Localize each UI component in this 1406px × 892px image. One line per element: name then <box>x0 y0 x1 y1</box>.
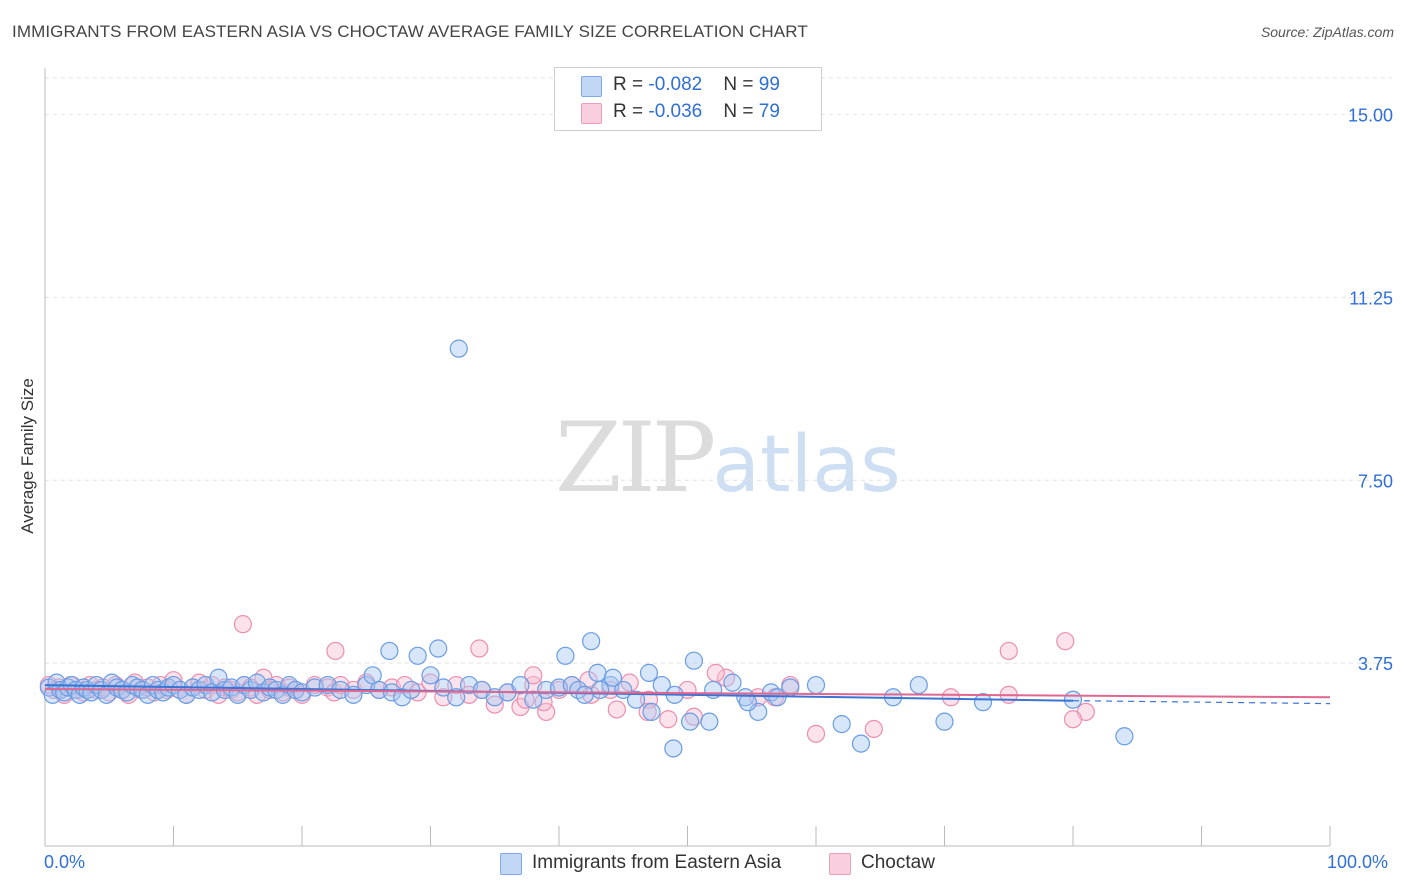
eastern-asia-point <box>806 675 826 695</box>
choctaw-point <box>233 615 252 634</box>
eastern-asia-point <box>447 688 466 707</box>
legend-r-value: -0.036 <box>648 101 703 122</box>
eastern-asia-point <box>832 714 851 734</box>
x-tick-label-max: 100.0% <box>1327 852 1389 872</box>
legend-swatch-pink <box>581 103 602 124</box>
choctaw-point <box>620 673 639 692</box>
watermark-zip: ZIP <box>555 402 716 514</box>
chart-title: IMMIGRANTS FROM EASTERN ASIA VS CHOCTAW … <box>12 22 808 41</box>
legend-n-label: N = <box>723 74 759 95</box>
legend-n-label: N = <box>723 101 759 122</box>
choctaw-point <box>941 688 961 707</box>
eastern-asia-point <box>382 683 402 702</box>
eastern-asia-point <box>588 663 607 682</box>
eastern-asia-point <box>851 734 871 753</box>
legend-swatch-blue <box>581 76 602 97</box>
eastern-asia-point <box>556 646 575 665</box>
eastern-asia-point <box>429 639 448 658</box>
legend-n-value: 99 <box>758 74 780 95</box>
choctaw-point <box>638 702 657 722</box>
eastern-asia-point <box>639 663 659 682</box>
choctaw-point <box>659 710 678 729</box>
bottom-legend-label: Choctaw <box>861 852 935 873</box>
eastern-asia-trendline-extension <box>1072 700 1331 705</box>
choctaw-point <box>706 663 725 682</box>
choctaw-point <box>607 700 626 719</box>
eastern-asia-point <box>575 685 594 704</box>
watermark: ZIPatlas <box>555 402 901 514</box>
eastern-asia-point <box>935 712 954 731</box>
choctaw-point <box>1063 710 1083 729</box>
eastern-asia-point <box>626 690 646 709</box>
legend-r-label: R = <box>613 101 649 122</box>
eastern-asia-point <box>591 680 610 700</box>
y-axis-label: Average Family Size <box>18 378 37 534</box>
correlation-legend: R = -0.082 N = 99 R = -0.036 N = 79 <box>554 67 822 131</box>
choctaw-trendline <box>44 687 1331 699</box>
choctaw-point <box>1056 632 1075 651</box>
legend-r-value: -0.082 <box>648 74 703 95</box>
eastern-asia-point <box>642 702 661 722</box>
eastern-asia-point <box>582 632 601 651</box>
choctaw-point <box>806 724 826 743</box>
bottom-legend-swatch-pink <box>829 853 851 875</box>
eastern-asia-point <box>380 641 399 661</box>
choctaw-point <box>864 719 883 739</box>
legend-n-value: 79 <box>758 101 780 122</box>
eastern-asia-point <box>664 739 683 758</box>
eastern-asia-point <box>723 673 742 692</box>
eastern-asia-point <box>408 646 427 665</box>
eastern-asia-point <box>700 712 719 731</box>
eastern-asia-point <box>603 668 623 687</box>
eastern-asia-point <box>449 339 468 358</box>
eastern-asia-point <box>973 693 993 712</box>
y-tick-label: 3.75 <box>1358 654 1393 674</box>
choctaw-point <box>470 639 489 658</box>
eastern-asia-point <box>680 712 700 731</box>
eastern-asia-point <box>909 675 928 695</box>
eastern-asia-point <box>684 651 704 670</box>
choctaw-point <box>434 688 453 707</box>
choctaw-point <box>999 641 1018 661</box>
choctaw-point <box>524 666 543 685</box>
choctaw-point <box>326 641 345 661</box>
bottom-legend-swatch-blue <box>500 853 522 875</box>
eastern-asia-point <box>1115 727 1134 746</box>
legend-r-label: R = <box>613 74 649 95</box>
x-tick-label-min: 0.0% <box>44 852 86 872</box>
source-label: Source: ZipAtlas.com <box>1260 24 1394 40</box>
eastern-asia-point <box>511 675 530 695</box>
choctaw-point <box>485 695 504 714</box>
watermark-atlas: atlas <box>712 420 901 510</box>
eastern-asia-point <box>421 666 440 685</box>
bottom-legend-label: Immigrants from Eastern Asia <box>532 852 782 873</box>
y-tick-label: 11.25 <box>1349 288 1393 308</box>
y-tick-label: 15.00 <box>1348 106 1393 126</box>
y-tick-label: 7.50 <box>1358 471 1393 491</box>
